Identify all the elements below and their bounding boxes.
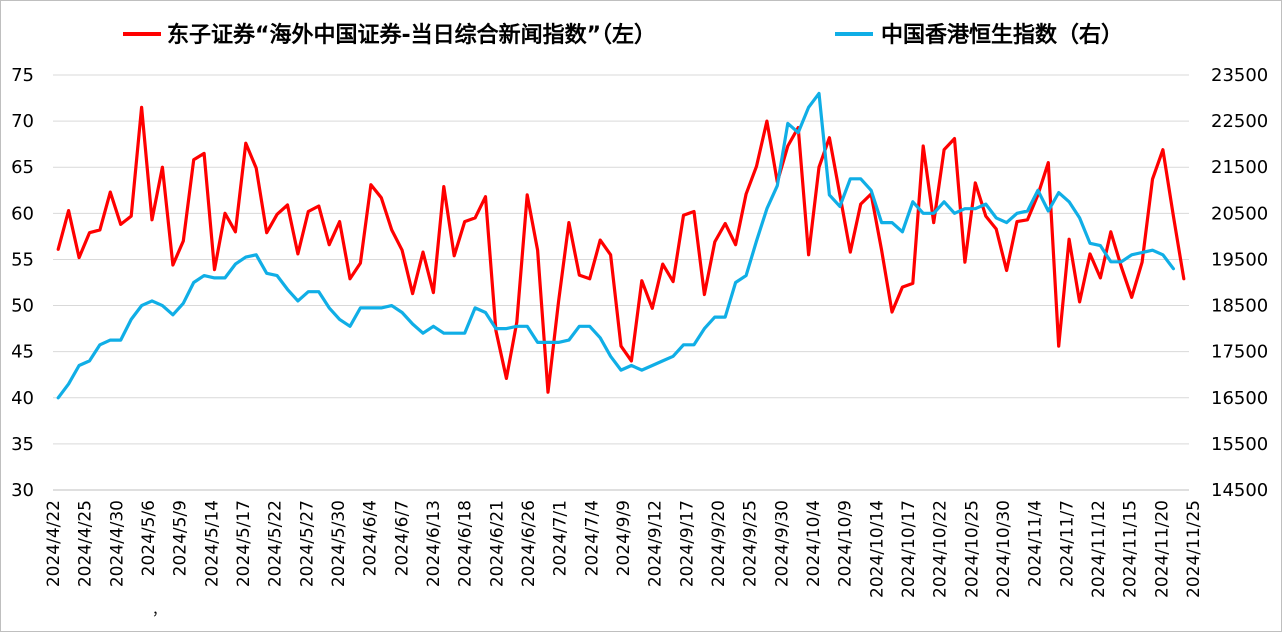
x-tick-label: 2024/10/14 [867,500,887,598]
right-tick-label: 22500 [1211,111,1268,132]
left-tick-label: 65 [11,157,34,178]
x-tick-label: 2024/10/22 [931,500,951,598]
x-tick-label: 2024/11/25 [1184,500,1204,598]
x-tick-label: 2024/10/17 [899,500,919,598]
x-tick-label: 2024/6/7 [392,500,412,576]
legend-label-hang-seng: 中国香港恒生指数（右） [881,22,1123,48]
x-tick-label: 2024/5/27 [297,500,317,587]
x-tick-label: 2024/5/6 [139,500,159,576]
series-layer [56,91,1186,400]
x-tick-label: 2024/5/22 [266,500,286,587]
x-tick-label: 2024/4/22 [44,500,64,587]
right-tick-label: 21500 [1211,157,1268,178]
series-line-news-index [56,105,1186,394]
right-tick-label: 18500 [1211,296,1268,317]
right-tick-label: 14500 [1211,480,1268,501]
x-tick-label: 2024/11/7 [1057,500,1077,587]
right-tick-label: 15500 [1211,434,1268,455]
x-tick-label: 2024/9/12 [646,500,666,587]
x-tick-label: 2024/6/18 [456,500,476,587]
stray-comma-mark: ， [152,603,166,619]
series-line-hang-seng [56,91,1176,400]
x-tick-label: 2024/9/20 [709,500,729,587]
x-tick-label: 2024/6/4 [361,500,381,576]
x-tick-label: 2024/10/25 [962,500,982,598]
right-tick-label: 20500 [1211,203,1268,224]
x-tick-label: 2024/9/30 [772,500,792,587]
left-tick-label: 55 [11,249,34,270]
legend: 东子证券“海外中国证券-当日综合新闻指数”（左） 中国香港恒生指数（右） [123,22,1123,48]
left-tick-label: 45 [11,342,34,363]
x-tick-label: 2024/5/14 [202,500,222,587]
x-tick-label: 2024/9/17 [677,500,697,587]
left-tick-label: 75 [11,65,34,86]
left-tick-label: 30 [11,480,34,501]
x-tick-label: 2024/4/25 [76,500,96,587]
x-tick-label: 2024/5/30 [329,500,349,587]
x-tick-label: 2024/11/4 [1026,500,1046,587]
x-tick-label: 2024/6/26 [519,500,539,587]
x-tick-label: 2024/10/4 [804,500,824,587]
x-tick-label: 2024/10/9 [836,500,856,587]
x-tick-label: 2024/7/1 [551,500,571,576]
left-tick-label: 35 [11,434,34,455]
legend-entry-hang-seng: 中国香港恒生指数（右） [835,22,1123,48]
right-tick-label: 16500 [1211,388,1268,409]
x-tick-label: 2024/11/15 [1121,500,1141,598]
right-tick-label: 19500 [1211,249,1268,270]
legend-label-news-index: 东子证券“海外中国证券-当日综合新闻指数”（左） [167,22,656,48]
grid-lines [53,74,1189,491]
x-tick-label: 2024/5/9 [171,500,191,576]
left-tick-label: 50 [11,296,34,317]
right-axis: 14500 15500 16500 17500 18500 19500 20500 21500… [1211,65,1268,501]
right-tick-label: 17500 [1211,342,1268,363]
x-axis: 2024/4/22 2024/4/25 2024/4/30 2024/5/6 2024/… [44,489,1204,598]
right-tick-label: 23500 [1211,65,1268,86]
x-tick-label: 2024/10/30 [994,500,1014,598]
x-tick-label: 2024/9/25 [741,500,761,587]
x-tick-label: 2024/9/9 [614,500,634,576]
left-axis: 30 35 40 45 50 55 60 65 70 75 [11,65,34,501]
x-tick-label: 2024/7/4 [582,500,602,576]
left-tick-label: 40 [11,388,34,409]
x-tick-label: 2024/6/13 [424,500,444,587]
left-tick-label: 60 [11,203,34,224]
x-tick-label: 2024/5/17 [234,500,254,587]
left-tick-label: 70 [11,111,34,132]
x-tick-label: 2024/4/30 [107,500,127,587]
x-tick-label: 2024/11/12 [1089,500,1109,598]
x-tick-label: 2024/6/21 [487,500,507,587]
x-tick-label: 2024/11/20 [1152,500,1172,598]
legend-entry-news-index: 东子证券“海外中国证券-当日综合新闻指数”（左） [123,22,656,48]
